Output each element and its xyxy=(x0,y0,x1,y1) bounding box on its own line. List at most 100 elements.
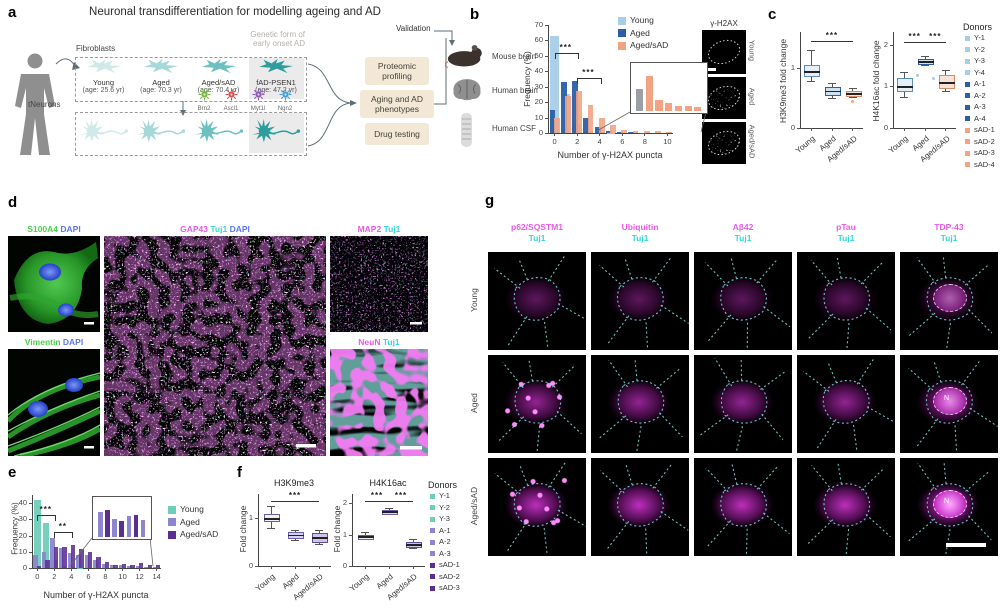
whisker-cap xyxy=(409,547,417,549)
human-brain-icon xyxy=(450,76,484,107)
tneuron-cell-fAD-PSEN1 xyxy=(248,118,305,150)
whisker-cap xyxy=(941,91,950,93)
x-tick xyxy=(388,566,390,569)
legend-swatch xyxy=(618,16,626,25)
stain-label: DAPI xyxy=(58,224,81,234)
legend-item: Y-1 xyxy=(965,33,995,43)
legend-label: Aged xyxy=(180,516,200,527)
fibroblast-cells: Young (age: 25.6 yr) Aged (age: 70.3 yr)… xyxy=(75,58,305,100)
g-image-Aged-Ubiquitin xyxy=(591,355,689,453)
fibroblast-cell-Aged/sAD: Aged/sAD (age: 70.4 yr) xyxy=(190,58,247,100)
virus-icon xyxy=(279,88,291,101)
fibroblast-icon xyxy=(201,58,236,74)
legend-swatch xyxy=(965,58,970,64)
factor-name: Ngn2 xyxy=(277,106,293,112)
human-csf-icon xyxy=(456,112,476,153)
median-line xyxy=(918,61,934,63)
nucleus-signal xyxy=(933,387,967,415)
legend-item: Y-2 xyxy=(430,503,460,513)
tuj1-outline xyxy=(694,252,792,350)
y-tick xyxy=(545,86,549,88)
cell-name: fAD-PSEN1 xyxy=(256,78,296,87)
sig-line xyxy=(925,42,946,44)
median-line xyxy=(264,518,280,520)
soma-signal xyxy=(797,458,895,556)
x-tick-label: 4 xyxy=(69,572,74,581)
fibroblast-cell-fAD-PSEN1: fAD-PSEN1 (age: 47.2 yr) xyxy=(248,58,305,100)
legend-item: A-2 xyxy=(430,537,460,547)
whisker-cap xyxy=(848,88,857,90)
x-tick-label: 14 xyxy=(152,572,161,581)
legend-label: sAD-2 xyxy=(974,136,995,146)
stain-label: S100A4 xyxy=(27,224,59,234)
fibroblast-icon xyxy=(86,58,121,74)
sig-label: *** xyxy=(370,490,384,500)
bar-Young xyxy=(42,522,50,568)
inset-bar xyxy=(645,75,653,111)
tneuron-icon xyxy=(136,118,186,143)
sig-line xyxy=(389,500,413,502)
g-image-Aged-Aβ42 xyxy=(694,355,792,453)
f-donors-legend: Y-1 Y-2 Y-3 A-1 A-2 A-3 sAD-1 sAD-2 sAD-3 xyxy=(430,491,460,596)
gh2ax-title: γ-H2AX xyxy=(710,19,738,28)
bar-Aged/sAD xyxy=(598,118,605,133)
legend-label: Y-1 xyxy=(439,491,450,500)
inset-bar xyxy=(105,510,110,537)
d-label-vimentin: Vimentin DAPI xyxy=(8,337,100,347)
g-col-tuj1: Tuj1 xyxy=(940,233,958,243)
bar-Aged/sAD xyxy=(553,117,560,133)
legend-item: sAD-3 xyxy=(965,148,995,158)
g-row-label-young: Young xyxy=(469,288,479,312)
x-tick xyxy=(156,568,158,571)
x-tick xyxy=(294,566,296,569)
d-image-vimentin xyxy=(6,349,102,459)
inset-bar xyxy=(112,519,117,537)
y-tick-label: 40 xyxy=(18,498,27,508)
sig-label: *** xyxy=(559,42,573,52)
nucleus-image xyxy=(705,82,743,114)
sig-label: *** xyxy=(908,32,921,42)
legend-swatch xyxy=(430,505,435,511)
factor-name: Ascl1 xyxy=(223,106,239,112)
d-image-map2 xyxy=(330,236,428,332)
whisker-cap xyxy=(291,539,299,541)
c1-box-plot: 0 1 Young Aged Aged/sAD *** xyxy=(791,31,863,164)
whisker-cap xyxy=(315,544,323,546)
bar-Aged/sAD xyxy=(621,129,628,133)
g-col-protein: Aβ42 xyxy=(732,222,754,232)
bar-Young xyxy=(34,499,41,568)
bar-Aged/sAD xyxy=(113,564,118,568)
x-tick xyxy=(412,566,414,569)
median-line xyxy=(288,534,304,537)
g-image-Young-Ubiquitin xyxy=(591,252,689,350)
x-tick xyxy=(122,568,124,571)
bar-Aged/sAD xyxy=(70,545,76,568)
bar-Aged xyxy=(41,551,47,568)
nucleus-image xyxy=(705,127,743,159)
legend-swatch xyxy=(618,41,626,50)
tneurons-box xyxy=(75,112,307,156)
stain-label: GAP43 xyxy=(180,224,208,234)
y-tick-label: 1 xyxy=(883,81,888,91)
bar-Aged xyxy=(67,553,72,568)
bar-Aged/sAD xyxy=(565,96,571,133)
tuj1-outline xyxy=(488,458,586,556)
legend-swatch xyxy=(430,493,435,499)
x-tick xyxy=(666,133,668,136)
legend-swatch xyxy=(168,518,176,527)
whisker-cap xyxy=(315,530,323,531)
nucleus-n-label: N xyxy=(944,498,950,505)
legend-item: Aged/sAD xyxy=(168,529,218,540)
x-tick xyxy=(70,568,72,571)
x-tick xyxy=(270,566,272,569)
sig-label: *** xyxy=(288,491,302,501)
process-box-drug: Drug testing xyxy=(365,123,429,145)
c-donors-title: Donors xyxy=(963,22,993,32)
donor-point xyxy=(931,77,935,81)
genetic-note: Genetic form of early onset AD xyxy=(225,30,305,48)
sig-line xyxy=(365,500,389,502)
gh2ax-row-label-Aged/sAD: Aged/sAD xyxy=(747,124,757,159)
y-tick-label: 0 xyxy=(342,561,347,570)
g-image-Aged-pTau xyxy=(797,355,895,453)
